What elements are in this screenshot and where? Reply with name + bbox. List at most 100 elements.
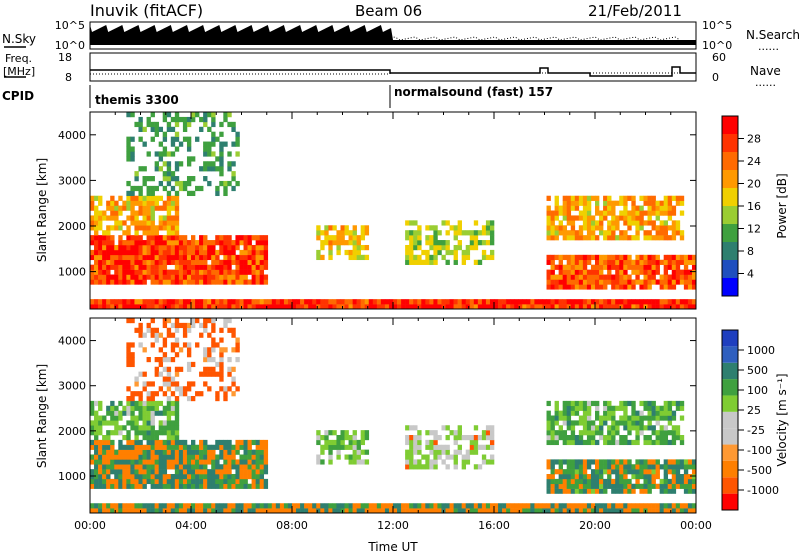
heatmap-cell [178,391,184,397]
heatmap-cell [663,299,669,305]
heatmap-cell [647,459,652,465]
heatmap-cell [195,244,200,251]
heatmap-cell [162,459,168,465]
heatmap-cell [320,299,325,305]
heatmap-cell [623,254,628,261]
heatmap-cell [384,299,390,305]
heatmap-cell [174,116,180,123]
heatmap-cell [263,299,269,305]
heatmap-cell [659,503,664,509]
heatmap-cell [570,195,576,201]
heatmap-cell [558,410,563,416]
heatmap-cell [186,259,192,265]
heatmap-cell [223,454,228,460]
heatmap-cell [138,244,143,251]
heatmap-cell [647,508,652,514]
heatmap-cell [102,210,107,216]
heatmap-cell [166,195,172,201]
heatmap-cell [170,279,176,285]
heatmap-cell [296,508,301,514]
heatmap-cell [182,444,188,450]
heatmap-cell [494,508,499,514]
heatmap-cell [134,483,139,489]
heatmap-cell [433,430,438,436]
colorbar-box [722,206,738,224]
heatmap-cell [631,488,636,494]
heatmap-cell [158,430,164,436]
heatmap-cell [659,299,664,305]
heatmap-cell [643,269,648,275]
heatmap-cell [142,508,147,514]
heatmap-cell [453,235,458,241]
heatmap-cell [631,405,636,411]
heatmap-cell [126,146,131,152]
heatmap-cell [287,503,293,509]
heatmap-cell [631,259,636,265]
heatmap-cell [356,444,361,450]
heatmap-cell [223,508,228,514]
heatmap-cell [154,430,159,436]
heatmap-cell [679,274,685,280]
heatmap-cell [340,503,345,509]
heatmap-cell [336,230,341,236]
heatmap-cell [687,464,693,470]
heatmap-cell [166,332,172,338]
heatmap-cell [235,474,240,480]
heatmap-cell [247,254,252,261]
heatmap-cell [599,279,604,285]
heatmap-cell [304,503,309,509]
heatmap-cell [417,240,422,246]
heatmap-cell [138,430,143,436]
heatmap-cell [562,420,568,426]
heatmap-cell [255,240,260,246]
heatmap-cell [647,425,652,431]
heatmap-cell [586,439,592,446]
heatmap-cell [146,259,151,265]
heatmap-cell [130,464,135,470]
heatmap-cell [558,230,563,236]
heatmap-cell [663,264,669,270]
heatmap-cell [659,488,664,494]
heatmap-cell [98,244,103,251]
heatmap-cell [336,454,341,460]
heatmap-cell [130,205,135,211]
heatmap-cell [203,439,208,446]
heatmap-cell [182,449,188,455]
heatmap-cell [368,508,374,514]
heatmap-cell [550,508,555,514]
heatmap-cell [158,205,164,211]
heatmap-cell [138,190,143,197]
heatmap-cell [215,391,220,397]
heatmap-cell [562,503,568,509]
heatmap-cell [336,435,341,441]
heatmap-cell [647,400,652,407]
heatmap-cell [134,235,139,241]
heatmap-cell [627,220,632,226]
heatmap-cell [126,279,131,285]
heatmap-cell [259,478,265,485]
heatmap-cell [324,235,329,241]
heatmap-cell [126,190,131,197]
heatmap-cell [304,299,309,305]
heatmap-cell [659,435,664,441]
colorbar-box [722,493,738,510]
noise-right-tick-low: 10^0 [702,39,732,52]
heatmap-cell [154,269,159,275]
power-colorbar-boxes [722,116,738,296]
heatmap-cell [425,240,430,246]
heatmap-cell [126,454,131,460]
heatmap-cell [449,503,454,509]
heatmap-cell [231,269,236,275]
heatmap-cell [207,352,212,358]
heatmap-cell [360,435,366,441]
heatmap-cell [227,121,232,128]
heatmap-cell [231,327,236,333]
colorbar-box [722,260,738,278]
heatmap-cell [90,439,95,446]
heatmap-cell [118,508,123,514]
heatmap-cell [627,459,632,465]
heatmap-cell [659,405,664,411]
heatmap-cell [667,205,673,211]
heatmap-cell [574,469,580,475]
heatmap-cell [671,474,677,480]
